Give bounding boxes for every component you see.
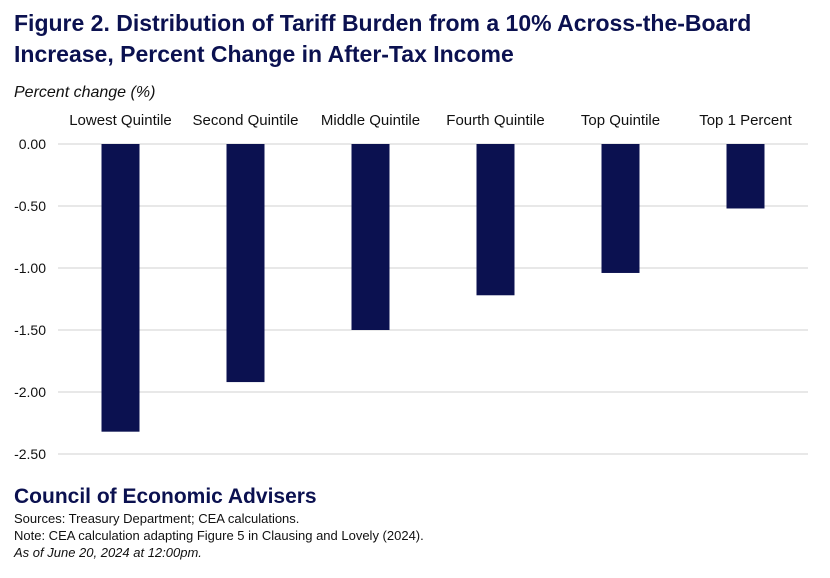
agency-name: Council of Economic Advisers — [14, 485, 317, 508]
bar — [226, 144, 265, 383]
y-tick-label: -2.50 — [14, 446, 46, 462]
footer: Council of Economic Advisers Sources: Tr… — [14, 484, 820, 561]
sources-note: Sources: Treasury Department; CEA calcul… — [14, 511, 300, 526]
y-tick-label: -2.00 — [14, 384, 46, 400]
category-label: Lowest Quintile — [69, 112, 172, 129]
as-of-date: As of June 20, 2024 at 12:00pm. — [14, 545, 202, 560]
bar — [476, 144, 515, 296]
y-tick-label: 0.00 — [19, 136, 46, 152]
y-tick-label: -0.50 — [14, 198, 46, 214]
category-label: Top Quintile — [581, 112, 660, 129]
y-axis-label: Percent change (%) — [14, 84, 156, 101]
category-label: Second Quintile — [193, 112, 299, 129]
y-tick-label: -1.00 — [14, 260, 46, 276]
category-label: Middle Quintile — [321, 112, 420, 129]
bar — [601, 144, 640, 273]
bar — [351, 144, 390, 330]
bar — [101, 144, 140, 432]
bar-chart: 0.00 -0.50 -1.00 -1.50 -2.00 -2.50 Lowest Quin… — [14, 112, 808, 462]
bar — [726, 144, 765, 209]
chart-title: Figure 2. Distribution of Tariff Burden … — [14, 10, 752, 67]
method-note: Note: CEA calculation adapting Figure 5 … — [14, 528, 424, 543]
y-tick-label: -1.50 — [14, 322, 46, 338]
category-label: Top 1 Percent — [699, 112, 792, 129]
category-label: Fourth Quintile — [446, 112, 544, 129]
